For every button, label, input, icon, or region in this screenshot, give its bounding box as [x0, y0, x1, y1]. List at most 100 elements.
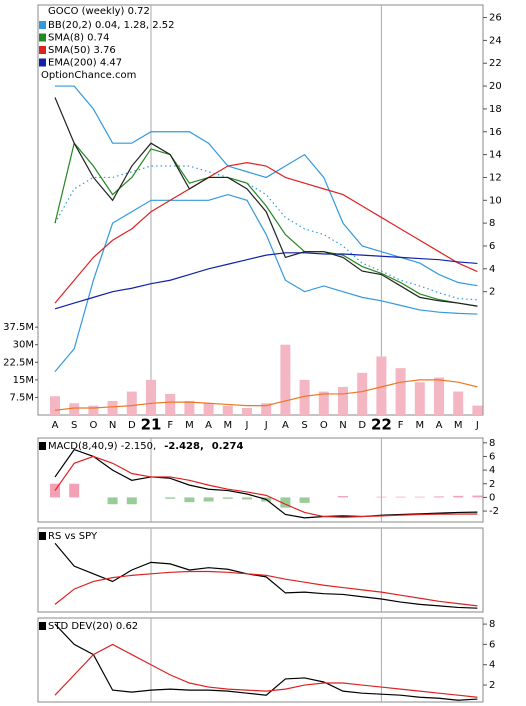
bar	[88, 405, 99, 415]
panel-title: STD DEV(20) 0.62	[48, 621, 138, 632]
y-tick-label: 2	[489, 287, 495, 298]
bar	[299, 379, 310, 415]
x-tick-label: N	[339, 420, 346, 431]
y2-tick-label: 30M	[13, 340, 34, 351]
legend-swatch	[39, 21, 46, 29]
bar	[165, 497, 176, 499]
plot-area	[50, 5, 483, 415]
legend-swatch	[39, 622, 46, 630]
y-tick-label: -2	[489, 506, 499, 517]
panel-frame	[37, 527, 484, 613]
y-tick-label: 8	[489, 438, 495, 449]
bar	[222, 497, 233, 499]
series-line	[54, 643, 478, 698]
bar	[434, 496, 444, 498]
bar	[472, 405, 483, 415]
y-tick-label: 6	[489, 241, 495, 252]
bar	[453, 495, 464, 498]
y-tick-label: 14	[489, 150, 502, 161]
y2-tick-label: 7.5M	[9, 392, 34, 403]
bar	[453, 391, 464, 415]
bar	[318, 391, 329, 415]
series-line	[54, 141, 478, 307]
x-tick-label: M	[454, 420, 463, 431]
x-tick-label: F	[167, 420, 173, 431]
x-tick-label: J	[245, 420, 249, 431]
bar	[395, 368, 406, 415]
legend-swatch	[39, 46, 46, 54]
bar	[376, 356, 387, 415]
x-tick-label: M	[415, 420, 424, 431]
bar	[146, 379, 156, 415]
series-line	[54, 252, 478, 310]
bar	[261, 403, 272, 415]
x-tick-label: A	[436, 420, 443, 431]
legend-swatch	[39, 532, 46, 540]
x-tick-label: 22	[371, 416, 392, 434]
series-line	[54, 570, 478, 607]
y-tick-label: 4	[489, 465, 495, 476]
y-tick-label: 2	[489, 479, 495, 490]
series-line	[54, 379, 478, 411]
panel-frame	[37, 4, 484, 416]
bar	[107, 400, 118, 415]
bar	[395, 496, 406, 498]
plot-area	[54, 618, 478, 702]
x-tick-label: N	[109, 420, 116, 431]
x-tick-label: D	[128, 420, 136, 431]
x-tick-label: J	[264, 420, 268, 431]
x-tick-label: M	[185, 420, 194, 431]
bb-middle	[54, 165, 478, 301]
plot-area	[50, 438, 483, 522]
y-tick-label: 0	[489, 492, 495, 503]
bar	[165, 393, 176, 415]
bar	[242, 497, 252, 500]
bar	[203, 497, 214, 502]
bar	[126, 391, 137, 415]
legend-swatch	[39, 33, 46, 42]
legend-label: MACD(8,40,9) -2.150,	[48, 441, 156, 452]
bar	[357, 372, 368, 415]
legend-swatch	[39, 442, 46, 450]
bar	[184, 400, 195, 415]
y-tick-label: 2	[489, 680, 495, 691]
legend-label: SMA(50) 3.76	[48, 45, 116, 56]
x-tick-label: S	[301, 420, 307, 431]
bar	[69, 483, 80, 498]
bar	[203, 403, 214, 415]
y-tick-label: 18	[489, 104, 502, 115]
x-tick-label: O	[89, 420, 97, 431]
series-line	[54, 455, 478, 518]
y-tick-label: 20	[489, 81, 502, 92]
legend-label: 0.274	[212, 441, 244, 452]
y-tick-label: 6	[489, 451, 495, 462]
legend-swatch	[39, 58, 46, 67]
series-line	[54, 97, 478, 307]
bar	[414, 496, 425, 498]
x-tick-label: A	[52, 420, 59, 431]
x-tick-label: D	[358, 420, 366, 431]
bar	[280, 344, 291, 415]
bar	[50, 483, 60, 498]
bar	[338, 386, 348, 415]
bb-lower	[54, 193, 478, 372]
bar	[434, 377, 444, 415]
bar	[50, 396, 60, 415]
bar	[184, 497, 195, 503]
y-tick-label: 8	[489, 218, 495, 229]
y-tick-label: 4	[489, 264, 495, 275]
y-tick-label: 22	[489, 58, 502, 69]
y-tick-label: 12	[489, 172, 502, 183]
bar	[280, 497, 291, 508]
y-tick-label: 6	[489, 639, 495, 650]
series-line	[54, 623, 478, 701]
bar	[472, 495, 483, 498]
x-tick-label: O	[320, 420, 328, 431]
y2-tick-label: 37.5M	[3, 322, 34, 333]
x-tick-label: M	[223, 420, 232, 431]
watermark: OptionChance.com	[41, 70, 136, 81]
y2-tick-label: 22.5M	[3, 357, 34, 368]
legend-label: SMA(8) 0.74	[48, 33, 109, 44]
bar	[222, 405, 233, 415]
